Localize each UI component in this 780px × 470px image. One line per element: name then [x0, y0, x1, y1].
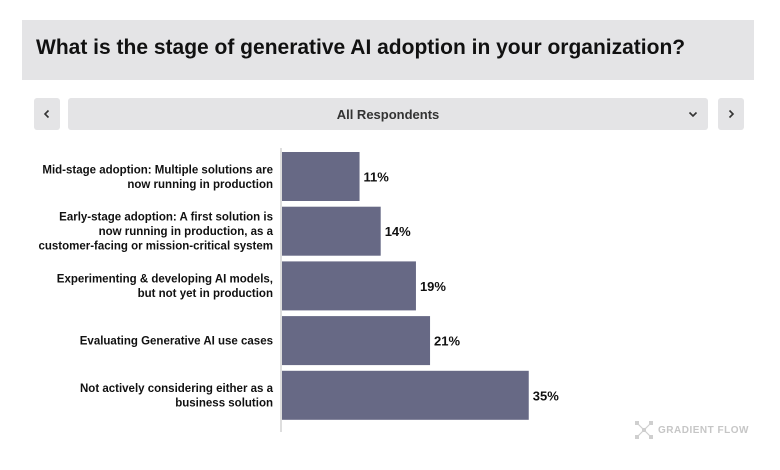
- category-label-5: Not actively considering either as a busi…: [80, 383, 274, 410]
- gradient-flow-logo-icon: [635, 421, 653, 439]
- value-label-1: 11%: [364, 170, 390, 185]
- chevron-down-icon: [688, 111, 698, 118]
- category-label-4: Evaluating Generative AI use cases: [80, 336, 273, 348]
- bar-4: [282, 316, 431, 366]
- respondent-filter-select[interactable]: All Respondents: [68, 98, 708, 130]
- next-button[interactable]: [718, 98, 744, 130]
- value-label-2: 14%: [385, 224, 411, 239]
- category-label-3: Experimenting & developing AI models, but…: [57, 274, 273, 301]
- category-label-2: Early-stage adoption: A first solution i…: [38, 212, 273, 253]
- title-bar: What is the stage of generative AI adopt…: [22, 20, 754, 80]
- bar-1: [282, 152, 360, 201]
- respondent-filter-value: All Respondents: [336, 107, 440, 122]
- bar-3: [282, 261, 416, 311]
- value-label-3: 19%: [420, 279, 446, 294]
- bar-2: [282, 206, 381, 256]
- chart-title: What is the stage of generative AI adopt…: [36, 36, 686, 59]
- gradient-flow-logo: GRADIENT FLOW: [634, 419, 749, 441]
- chevron-right-icon: [728, 109, 735, 119]
- chevron-left-icon: [43, 109, 50, 119]
- value-label-5: 35%: [533, 388, 559, 403]
- bar-5: [282, 370, 529, 420]
- value-label-4: 21%: [434, 334, 460, 349]
- logo-text: GRADIENT FLOW: [658, 424, 749, 436]
- category-label-1: Mid-stage adoption: Multiple solutions a…: [42, 164, 273, 191]
- previous-button[interactable]: [34, 98, 60, 130]
